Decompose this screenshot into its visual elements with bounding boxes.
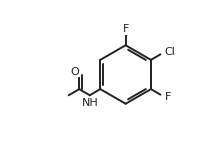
Text: F: F — [123, 24, 129, 34]
Text: O: O — [70, 67, 79, 77]
Text: NH: NH — [81, 98, 98, 108]
Text: F: F — [165, 92, 171, 102]
Text: Cl: Cl — [165, 47, 176, 57]
